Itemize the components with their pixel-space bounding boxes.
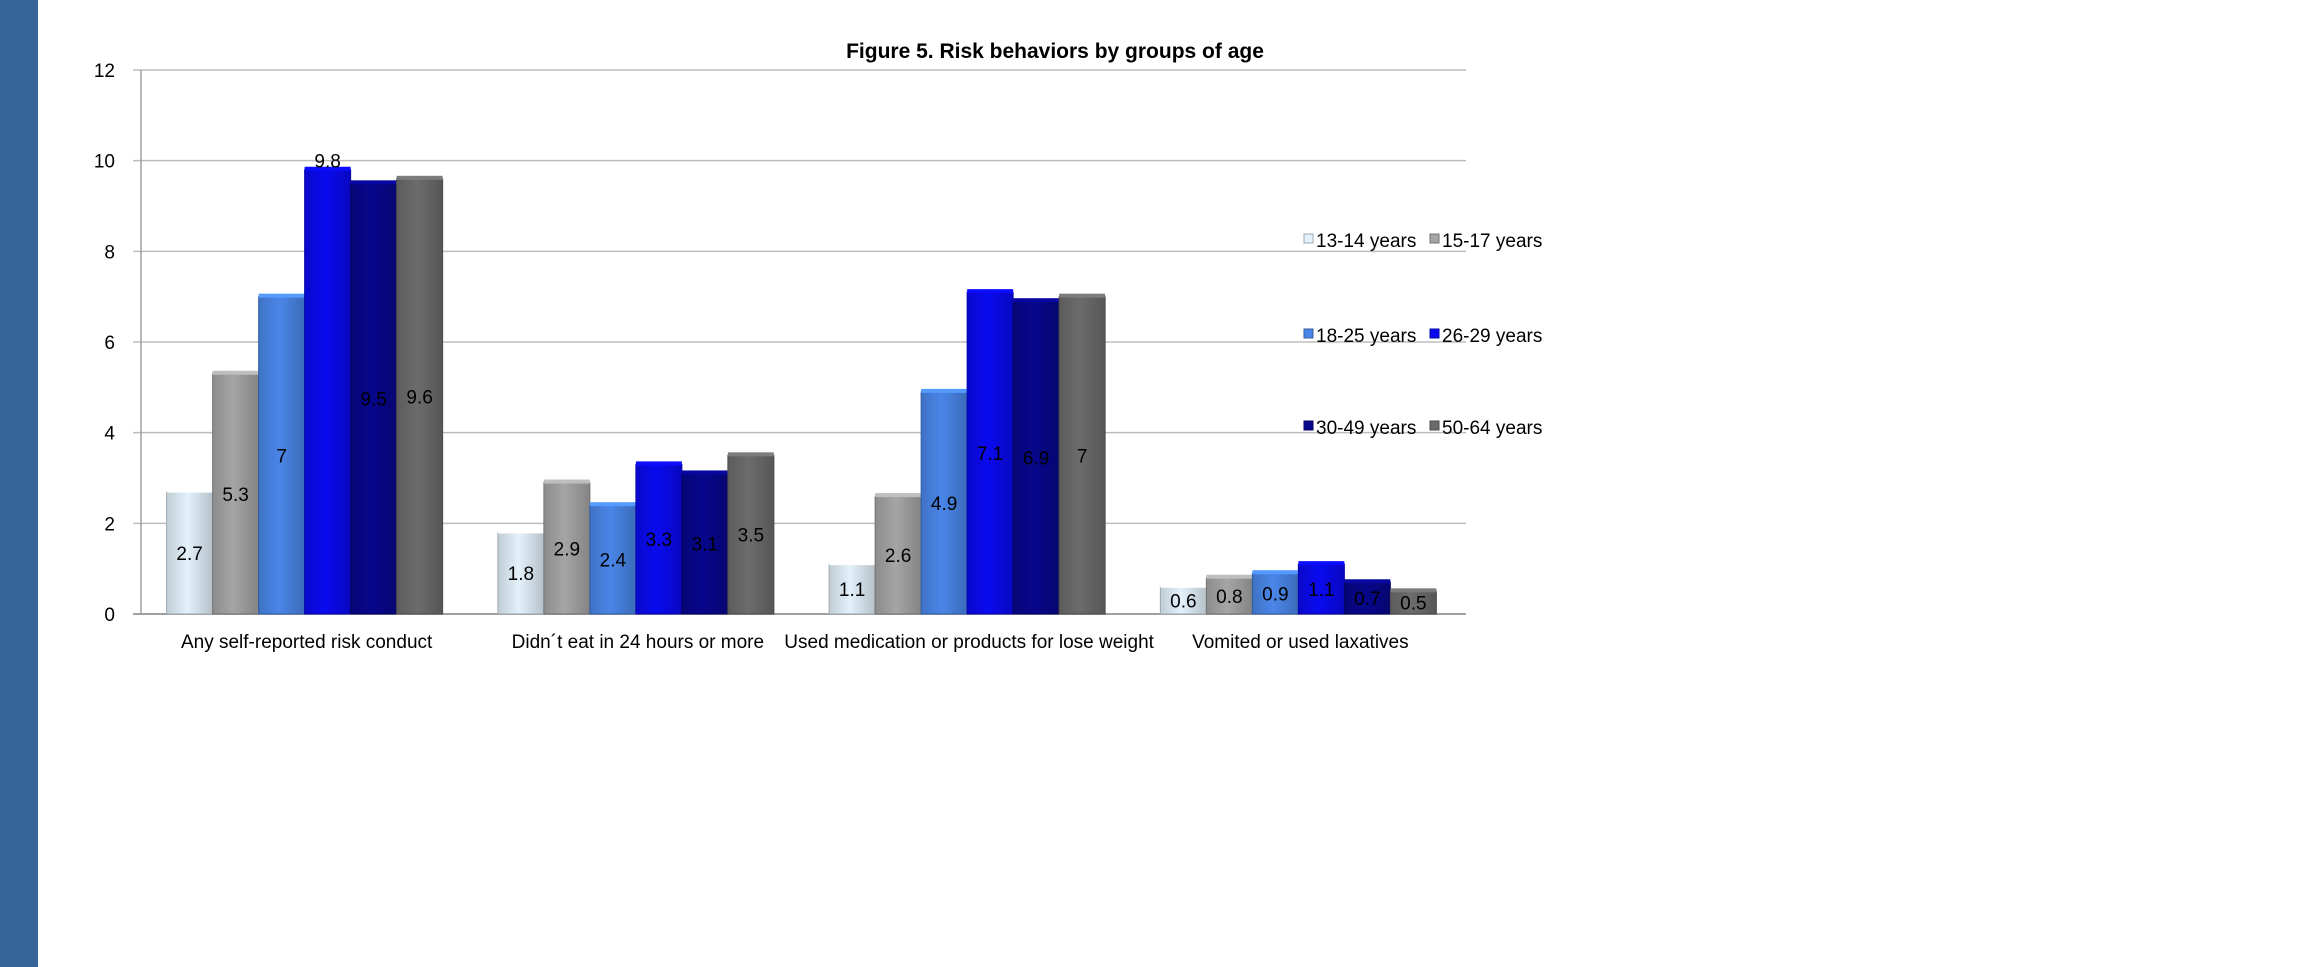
bar-top bbox=[212, 370, 259, 375]
bar-50-64-years-cat-0 bbox=[396, 178, 444, 615]
bar-top bbox=[304, 166, 351, 171]
data-label: 7 bbox=[276, 446, 287, 467]
bar-top bbox=[543, 479, 590, 484]
data-label: 5.3 bbox=[222, 485, 248, 506]
bar-top bbox=[1252, 570, 1299, 575]
bar-top bbox=[1160, 583, 1207, 588]
data-label: 0.5 bbox=[1400, 594, 1426, 615]
legend-swatch bbox=[1303, 233, 1314, 244]
data-label: 0.9 bbox=[1262, 585, 1288, 606]
legend-swatch bbox=[1303, 328, 1314, 339]
data-label: 2.9 bbox=[554, 539, 580, 560]
bar-top bbox=[1059, 293, 1106, 298]
data-label: 3.3 bbox=[646, 530, 672, 551]
bar-top bbox=[258, 293, 305, 298]
bar-top bbox=[1344, 579, 1391, 584]
x-category-label: Any self-reported risk conduct bbox=[181, 632, 433, 653]
data-label: 1.8 bbox=[508, 564, 534, 585]
data-label: 1.1 bbox=[839, 580, 865, 601]
legend-swatch bbox=[1429, 233, 1440, 244]
bar-13-14-years-cat-2 bbox=[828, 563, 876, 615]
y-tick-label: 0 bbox=[104, 605, 115, 626]
legend-label: 50-64 years bbox=[1442, 418, 1542, 439]
y-tick-label: 6 bbox=[104, 333, 115, 354]
bar-top bbox=[589, 502, 636, 507]
data-label: 1.1 bbox=[1308, 580, 1334, 601]
data-label: 7 bbox=[1077, 446, 1088, 467]
bar-top bbox=[921, 388, 968, 393]
data-label: 9.8 bbox=[314, 152, 340, 173]
legend-label: 26-29 years bbox=[1442, 326, 1542, 347]
bar-top bbox=[875, 493, 922, 498]
bar-top bbox=[681, 470, 728, 475]
bar-top bbox=[497, 529, 544, 534]
x-category-label: Didn´t eat in 24 hours or more bbox=[512, 632, 764, 653]
x-category-label: Vomited or used laxatives bbox=[1192, 632, 1409, 653]
data-label: 3.5 bbox=[738, 526, 764, 547]
data-label: 9.6 bbox=[406, 387, 432, 408]
bar-50-64-years-cat-2 bbox=[1058, 296, 1106, 615]
x-category-label: Used medication or products for lose wei… bbox=[784, 632, 1154, 653]
legend-swatch bbox=[1303, 420, 1314, 431]
data-label: 7.1 bbox=[977, 444, 1003, 465]
data-label: 3.1 bbox=[692, 535, 718, 556]
bar-30-49-years-cat-0 bbox=[350, 182, 398, 615]
bar-top bbox=[967, 289, 1014, 294]
bar-13-14-years-cat-3 bbox=[1159, 586, 1207, 615]
bar-18-25-years-cat-3 bbox=[1251, 572, 1299, 615]
bar-top bbox=[350, 180, 397, 185]
bar-15-17-years-cat-0 bbox=[212, 373, 260, 615]
bar-18-25-years-cat-1 bbox=[589, 504, 637, 615]
bar-26-29-years-cat-3 bbox=[1297, 563, 1345, 615]
bar-top bbox=[1013, 298, 1060, 303]
legend-label: 30-49 years bbox=[1316, 418, 1416, 439]
bar-50-64-years-cat-1 bbox=[727, 454, 775, 615]
data-label: 2.7 bbox=[176, 544, 202, 565]
data-label: 0.7 bbox=[1354, 589, 1380, 610]
bar-top bbox=[829, 561, 876, 566]
bars: 2.7 5.3 7 9.8 9.5 9.6 1.8 2.9 2.4 3.3 3.1 3.5 1.1 2.6… bbox=[166, 152, 1437, 615]
y-tick-label: 12 bbox=[94, 61, 115, 82]
legend-swatch bbox=[1429, 328, 1440, 339]
legend-label: 18-25 years bbox=[1316, 326, 1416, 347]
y-tick-label: 8 bbox=[104, 242, 115, 263]
y-tick-label: 2 bbox=[104, 514, 115, 535]
data-label: 0.6 bbox=[1170, 591, 1196, 612]
x-axis: Any self-reported risk conduct Didn´t eat… bbox=[181, 632, 1409, 653]
legend-swatch bbox=[1429, 420, 1440, 431]
bar-top bbox=[166, 488, 213, 493]
legend: 13-14 years 15-17 years 18-25 years 26-29 y… bbox=[1303, 231, 1542, 439]
y-axis: 0 2 4 6 8 10 12 bbox=[94, 61, 142, 626]
legend-label: 13-14 years bbox=[1316, 231, 1416, 252]
bar-26-29-years-cat-0 bbox=[304, 169, 352, 615]
bar-15-17-years-cat-3 bbox=[1205, 577, 1253, 615]
data-label: 2.4 bbox=[600, 551, 627, 572]
data-label: 4.9 bbox=[931, 494, 957, 515]
data-label: 0.8 bbox=[1216, 587, 1242, 608]
data-label: 9.5 bbox=[360, 390, 386, 411]
chart-panel: Figure 5. Risk behaviors by groups of ag… bbox=[38, 0, 2297, 967]
bar-chart: Figure 5. Risk behaviors by groups of ag… bbox=[94, 40, 1542, 653]
bar-top bbox=[1390, 588, 1437, 593]
bar-top bbox=[1298, 561, 1345, 566]
bar-26-29-years-cat-2 bbox=[966, 291, 1014, 615]
y-tick-label: 10 bbox=[94, 152, 115, 173]
y-tick-label: 4 bbox=[104, 424, 115, 445]
data-label: 6.9 bbox=[1023, 449, 1049, 470]
bar-13-14-years-cat-0 bbox=[166, 491, 214, 615]
bar-top bbox=[1206, 574, 1253, 579]
legend-label: 15-17 years bbox=[1442, 231, 1542, 252]
bar-top bbox=[727, 452, 774, 457]
chart-title: Figure 5. Risk behaviors by groups of ag… bbox=[846, 40, 1264, 63]
bar-top bbox=[396, 175, 443, 180]
bar-30-49-years-cat-1 bbox=[681, 472, 729, 615]
data-label: 2.6 bbox=[885, 546, 911, 567]
bar-top bbox=[635, 461, 682, 466]
